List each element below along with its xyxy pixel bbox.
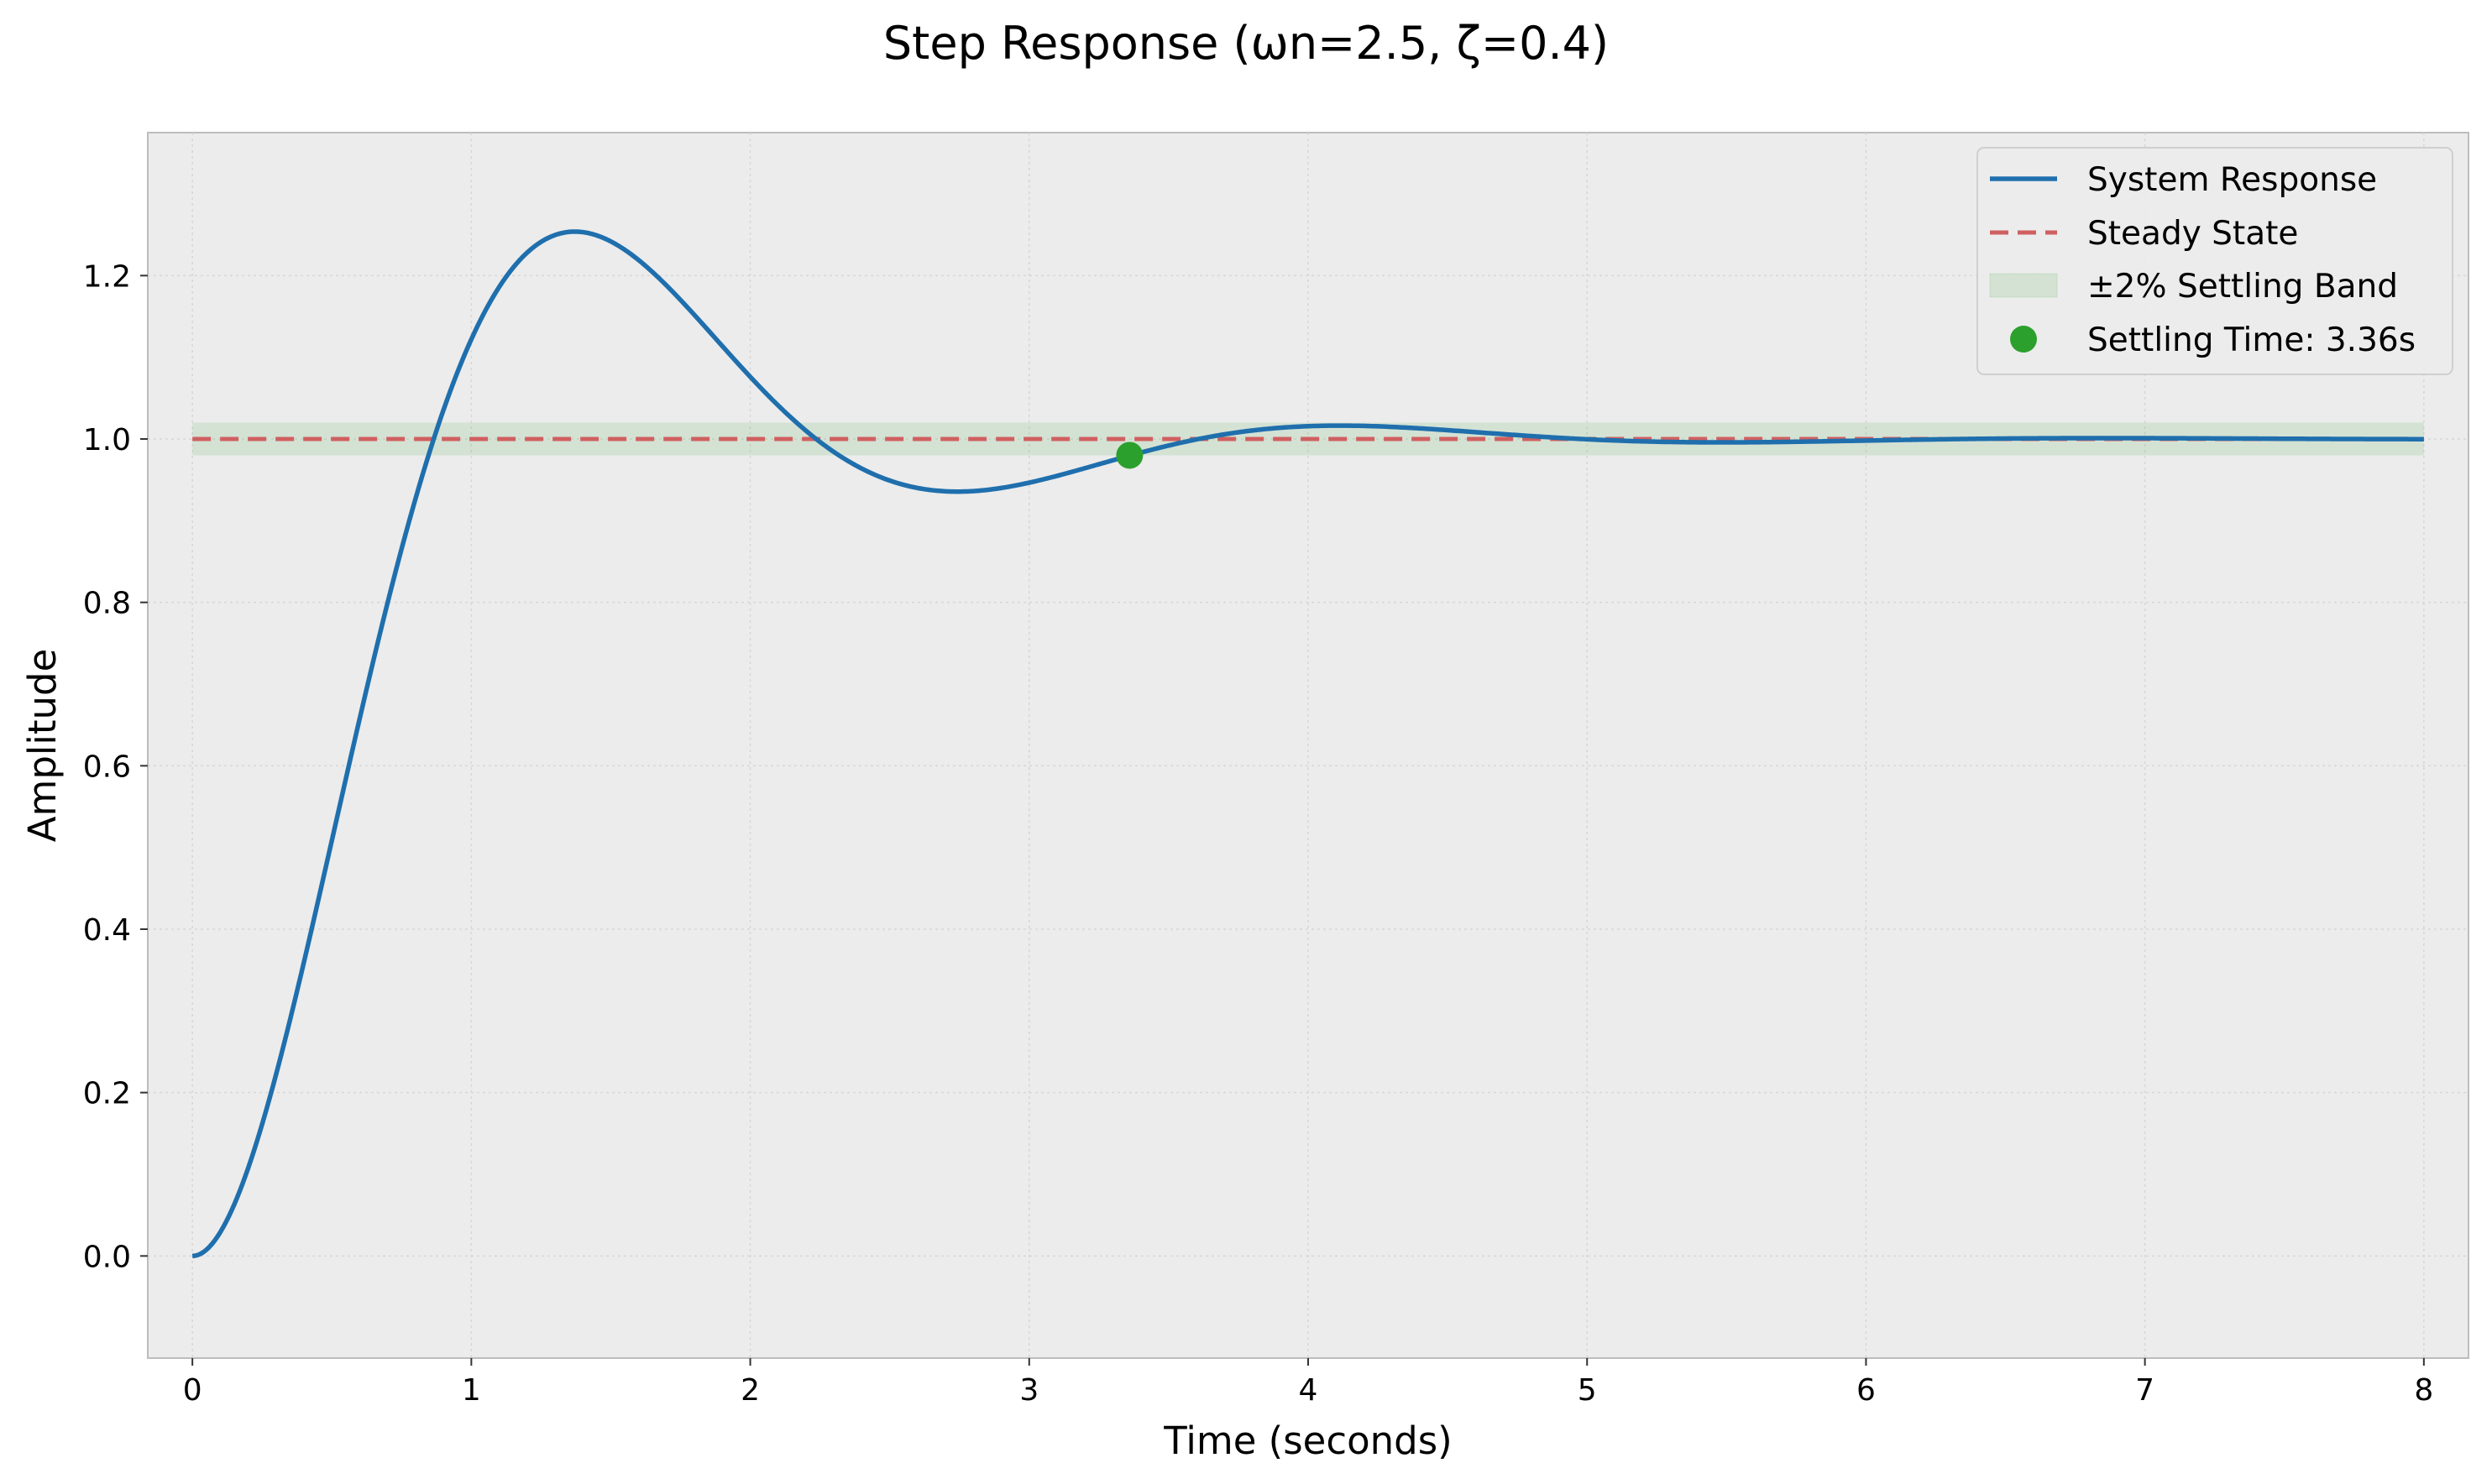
- legend-marker-settling-time: [2010, 326, 2037, 353]
- settling-time-point: [1116, 442, 1144, 469]
- x-axis-label: Time (seconds): [1163, 1419, 1452, 1463]
- x-tick-label: 0: [183, 1373, 202, 1408]
- x-tick-label: 8: [2414, 1373, 2433, 1408]
- y-tick-label: 0.0: [83, 1240, 131, 1274]
- x-tick-label: 3: [1019, 1373, 1039, 1408]
- legend-patch-settling-band: [1989, 273, 2058, 298]
- legend-label-settling-band: ±2% Settling Band: [2087, 268, 2398, 306]
- y-tick-label: 1.2: [83, 259, 131, 294]
- y-axis-label: Amplitude: [20, 649, 65, 843]
- x-tick-label: 7: [2135, 1373, 2154, 1408]
- system-response-line: [191, 229, 2424, 1259]
- x-tick-label: 5: [1578, 1373, 1597, 1408]
- y-tick-label: 0.2: [83, 1077, 131, 1111]
- chart-title: Step Response (ωn=2.5, ζ=0.4): [883, 17, 1609, 70]
- legend-label-settling-time: Settling Time: 3.36s: [2087, 321, 2416, 359]
- x-tick-label: 6: [1856, 1373, 1876, 1408]
- ticks: 0 1 2 3 4 5 6 7 8 0.0 0.2 0.4 0.6 0.8 1.0 1.2: [83, 259, 2434, 1408]
- y-tick-label: 0.8: [83, 587, 131, 621]
- legend-label-system-response: System Response: [2087, 161, 2377, 199]
- x-tick-label: 2: [741, 1373, 760, 1408]
- x-tick-label: 4: [1299, 1373, 1318, 1408]
- legend: System Response Steady State ±2% Settling …: [1976, 147, 2453, 375]
- y-tick-label: 0.6: [83, 750, 131, 784]
- y-tick-label: 0.4: [83, 913, 131, 948]
- settling-point-layer: [1116, 442, 1144, 469]
- response-line-layer: [191, 229, 2424, 1259]
- legend-frame: [1976, 147, 2453, 375]
- legend-label-steady-state: Steady State: [2087, 215, 2298, 253]
- x-tick-label: 1: [462, 1373, 481, 1408]
- y-tick-label: 1.0: [83, 423, 131, 457]
